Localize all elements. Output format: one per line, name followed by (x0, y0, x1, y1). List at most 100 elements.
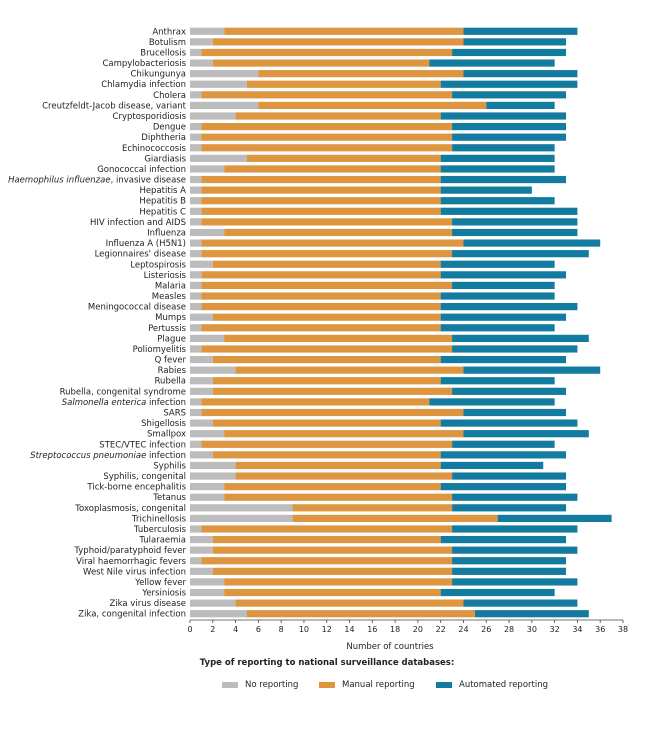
bar-manual-reporting-diphtheria (201, 133, 453, 141)
x-tick-label: 4 (233, 625, 238, 634)
category-label: Meningococcal disease (88, 303, 186, 313)
bar-no-reporting-botulism (190, 38, 213, 46)
bar-manual-reporting-typhoid-paratyphoid-fever (212, 546, 453, 554)
category-label: Legionnaires' disease (95, 250, 186, 260)
category-label: Gonococcal infection (97, 165, 186, 175)
bar-no-reporting-listeriosis (190, 271, 202, 279)
bar-no-reporting-mumps (190, 313, 213, 321)
legend-label: No reporting (245, 680, 299, 690)
category-label: Plague (157, 334, 186, 344)
category-label: Cryptosporidiosis (113, 112, 187, 122)
category-label: Haemophilus influenzae, invasive disease (8, 176, 186, 186)
bar-no-reporting-toxoplasmosis-congenital (190, 504, 293, 512)
bar-automated-reporting-q-fever (440, 355, 567, 364)
bar-no-reporting-creutzfeldt-jacob-disease-variant (190, 101, 259, 110)
bar-automated-reporting-tuberculosis (452, 525, 578, 533)
category-label: Mumps (155, 313, 186, 323)
bar-no-reporting-hiv-infection-and-aids (190, 218, 202, 226)
category-label: Pertussis (148, 324, 186, 334)
bar-no-reporting-rabies (190, 366, 236, 374)
legend-item-no-reporting: No reporting (222, 680, 298, 690)
bar-automated-reporting-malaria (452, 281, 555, 290)
category-label: Hepatitis C (139, 207, 186, 217)
bar-no-reporting-cholera (190, 91, 202, 99)
bar-no-reporting-hepatitis-a (190, 186, 202, 194)
category-label: Tick-borne encephalitis (86, 483, 186, 493)
bar-manual-reporting-toxoplasmosis-congenital (292, 504, 453, 512)
category-label: Hepatitis B (139, 197, 186, 207)
bar-manual-reporting-giardiasis (246, 154, 441, 162)
bar-manual-reporting-rubella (212, 377, 441, 385)
x-axis: 0 2 4 6 8 10 12 14 16 18 20 22 24 26 28 30 32 34 36 38 (187, 619, 628, 634)
x-axis-label: Number of countries (346, 642, 434, 652)
bar-manual-reporting-measles (201, 292, 441, 300)
bar-no-reporting-tuberculosis (190, 525, 202, 533)
bar-automated-reporting-haemophilus-influenzae-invasive-disease (440, 175, 567, 184)
bar-automated-reporting-salmonella-enterica-infection (429, 398, 555, 406)
bar-manual-reporting-legionnaires-disease (201, 250, 453, 258)
bar-automated-reporting-meningococcal-disease (440, 303, 578, 311)
x-tick-label: 24 (458, 625, 468, 634)
bar-automated-reporting-shigellosis (440, 419, 578, 427)
bar-no-reporting-cryptosporidiosis (190, 112, 236, 120)
bar-automated-reporting-chlamydia-infection (440, 80, 578, 88)
bar-automated-reporting-influenza (452, 228, 578, 237)
bar-no-reporting-q-fever (190, 355, 213, 364)
legend-label: Automated reporting (459, 680, 548, 690)
bar-no-reporting-diphtheria (190, 133, 202, 141)
bar-manual-reporting-q-fever (212, 355, 441, 364)
bar-manual-reporting-listeriosis (201, 271, 441, 279)
x-tick-label: 2 (210, 625, 215, 634)
bar-no-reporting-typhoid-paratyphoid-fever (190, 546, 213, 554)
bar-manual-reporting-zika-congenital-infection (246, 610, 475, 618)
bar-manual-reporting-streptococcus-pneumoniae-infection (212, 451, 441, 459)
x-tick-label: 28 (504, 625, 514, 634)
bar-manual-reporting-influenza (224, 228, 453, 237)
x-tick-label: 36 (595, 625, 605, 634)
bar-automated-reporting-trichinellosis (497, 514, 612, 523)
x-tick-label: 18 (390, 625, 400, 634)
category-label: HIV infection and AIDS (90, 218, 186, 228)
category-label: Yersiniosis (141, 589, 186, 599)
x-tick-label: 8 (279, 625, 284, 634)
bar-no-reporting-leptospirosis (190, 260, 213, 268)
bar-no-reporting-yellow-fever (190, 578, 225, 586)
x-tick-label: 14 (344, 625, 354, 634)
legend-item-manual-reporting: Manual reporting (319, 680, 415, 690)
bar-automated-reporting-cholera (452, 91, 567, 99)
category-label: Rabies (158, 366, 187, 376)
bar-manual-reporting-chlamydia-infection (246, 80, 441, 88)
category-label: Brucellosis (140, 48, 186, 58)
category-label: Botulism (149, 38, 186, 48)
x-tick-label: 0 (187, 625, 192, 634)
bar-manual-reporting-mumps (212, 313, 441, 321)
bar-manual-reporting-anthrax (224, 27, 464, 35)
bar-automated-reporting-tick-borne-encephalitis (440, 483, 567, 491)
bar-manual-reporting-cryptosporidiosis (235, 112, 441, 120)
bar-no-reporting-brucellosis (190, 48, 202, 57)
category-label: Zika, congenital infection (78, 610, 186, 620)
bar-manual-reporting-hepatitis-c (201, 207, 441, 215)
bar-manual-reporting-shigellosis (212, 419, 441, 427)
bar-manual-reporting-dengue (201, 122, 453, 131)
category-label: SARS (163, 409, 186, 419)
bar-no-reporting-giardiasis (190, 154, 247, 162)
bar-automated-reporting-rabies (463, 366, 601, 374)
category-label: Dengue (153, 123, 186, 133)
bar-automated-reporting-typhoid-paratyphoid-fever (452, 546, 578, 554)
category-label: Tetanus (152, 493, 186, 503)
category-labels: AnthraxBotulismBrucellosisCampylobacteri… (8, 27, 187, 619)
bar-automated-reporting-hepatitis-b (440, 197, 555, 205)
x-tick-label: 32 (550, 625, 560, 634)
bar-automated-reporting-leptospirosis (440, 260, 555, 268)
bar-no-reporting-hepatitis-b (190, 197, 202, 205)
bar-automated-reporting-rubella-congenital-syndrome (452, 387, 567, 395)
bar-manual-reporting-syphilis-congenital (235, 472, 453, 480)
category-label: Tularaemia (138, 536, 186, 546)
bar-automated-reporting-stec-vtec-infection (452, 440, 555, 448)
bar-automated-reporting-hiv-infection-and-aids (452, 218, 578, 226)
bar-manual-reporting-smallpox (224, 430, 464, 438)
bar-automated-reporting-yellow-fever (452, 578, 578, 586)
bar-no-reporting-stec-vtec-infection (190, 440, 202, 448)
bar-manual-reporting-yersiniosis (224, 588, 441, 597)
